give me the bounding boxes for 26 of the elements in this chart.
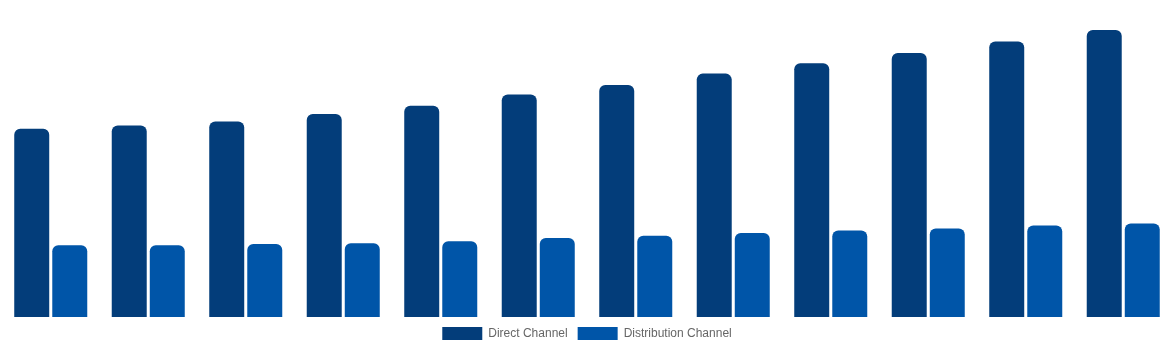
bar xyxy=(989,41,1025,317)
bar xyxy=(637,235,673,317)
bar xyxy=(1086,30,1122,317)
bar xyxy=(209,121,245,317)
bar xyxy=(1124,223,1160,317)
bar xyxy=(501,94,537,317)
bar xyxy=(306,114,342,317)
bar xyxy=(14,128,50,317)
bar xyxy=(696,73,732,317)
bar xyxy=(111,125,147,317)
bar xyxy=(344,243,380,317)
legend-label: Direct Channel xyxy=(488,325,568,340)
bar xyxy=(599,85,635,317)
bar xyxy=(442,241,478,317)
bar xyxy=(404,105,440,317)
bar xyxy=(539,238,575,317)
bar xyxy=(247,244,283,317)
bar xyxy=(832,230,868,317)
bar xyxy=(149,245,185,317)
legend-label: Distribution Channel xyxy=(623,325,732,340)
bar xyxy=(929,228,965,317)
bar xyxy=(891,52,927,317)
bar xyxy=(1027,225,1063,317)
bar xyxy=(52,245,88,317)
bar xyxy=(734,232,770,317)
bar xyxy=(794,63,830,317)
